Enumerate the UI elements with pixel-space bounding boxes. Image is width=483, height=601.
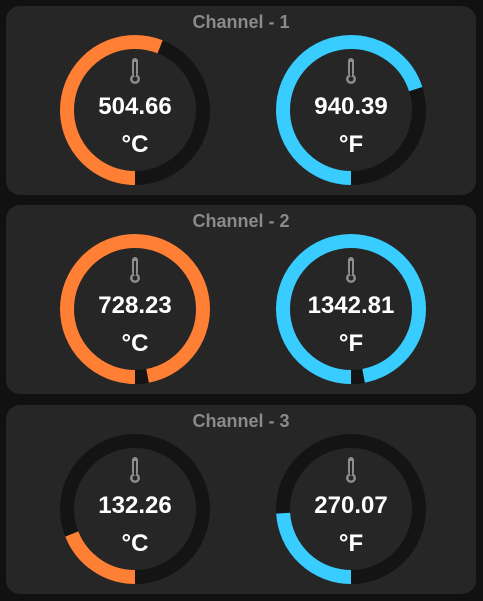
temperature-value: 728.23 <box>98 292 172 319</box>
gauge-ring <box>60 234 210 384</box>
temperature-value: 504.66 <box>98 93 172 120</box>
channel-panel-2: Channel - 2 728.23 °C 1342.81 °F <box>6 205 476 394</box>
channel-title: Channel - 2 <box>192 211 290 231</box>
gauge-level-arc <box>276 434 426 584</box>
thermometer-icon <box>346 58 356 84</box>
fahrenheit-gauge: 940.39 °F <box>275 34 427 186</box>
temperature-value: 1342.81 <box>307 292 395 319</box>
thermometer-icon <box>346 257 356 283</box>
gauge-level-arc <box>60 35 210 185</box>
channel-title: Channel - 3 <box>192 411 290 431</box>
thermometer-icon <box>130 457 140 483</box>
thermometer-icon <box>346 457 356 483</box>
thermometer-icon <box>130 257 140 283</box>
temperature-value: 132.26 <box>98 492 172 519</box>
channel-title: Channel - 1 <box>192 12 290 32</box>
temperature-unit: °C <box>121 530 149 557</box>
temperature-unit: °C <box>121 131 149 158</box>
gauge-ring <box>60 35 210 185</box>
gauge-ring <box>276 434 426 584</box>
temperature-unit: °F <box>338 530 364 557</box>
gauge-level-arc <box>276 234 426 384</box>
celsius-gauge: 728.23 °C <box>59 233 211 385</box>
temperature-unit: °F <box>338 131 364 158</box>
temperature-value: 940.39 <box>314 93 388 120</box>
thermometer-icon <box>130 58 140 84</box>
channel-panel-1: Channel - 1 504.66 °C 940.39 °F <box>6 6 476 195</box>
fahrenheit-gauge: 270.07 °F <box>275 433 427 585</box>
celsius-gauge: 504.66 °C <box>59 34 211 186</box>
gauge-level-arc <box>60 234 210 384</box>
gauge-ring <box>276 35 426 185</box>
temperature-unit: °C <box>121 330 149 357</box>
gauge-ring <box>276 234 426 384</box>
fahrenheit-gauge: 1342.81 °F <box>275 233 427 385</box>
gauge-ring <box>60 434 210 584</box>
gauge-level-arc <box>60 434 210 584</box>
temperature-value: 270.07 <box>314 492 388 519</box>
temperature-unit: °F <box>338 330 364 357</box>
channel-panel-3: Channel - 3 132.26 °C 270.07 °F <box>6 405 476 594</box>
gauge-level-arc <box>276 35 426 185</box>
celsius-gauge: 132.26 °C <box>59 433 211 585</box>
